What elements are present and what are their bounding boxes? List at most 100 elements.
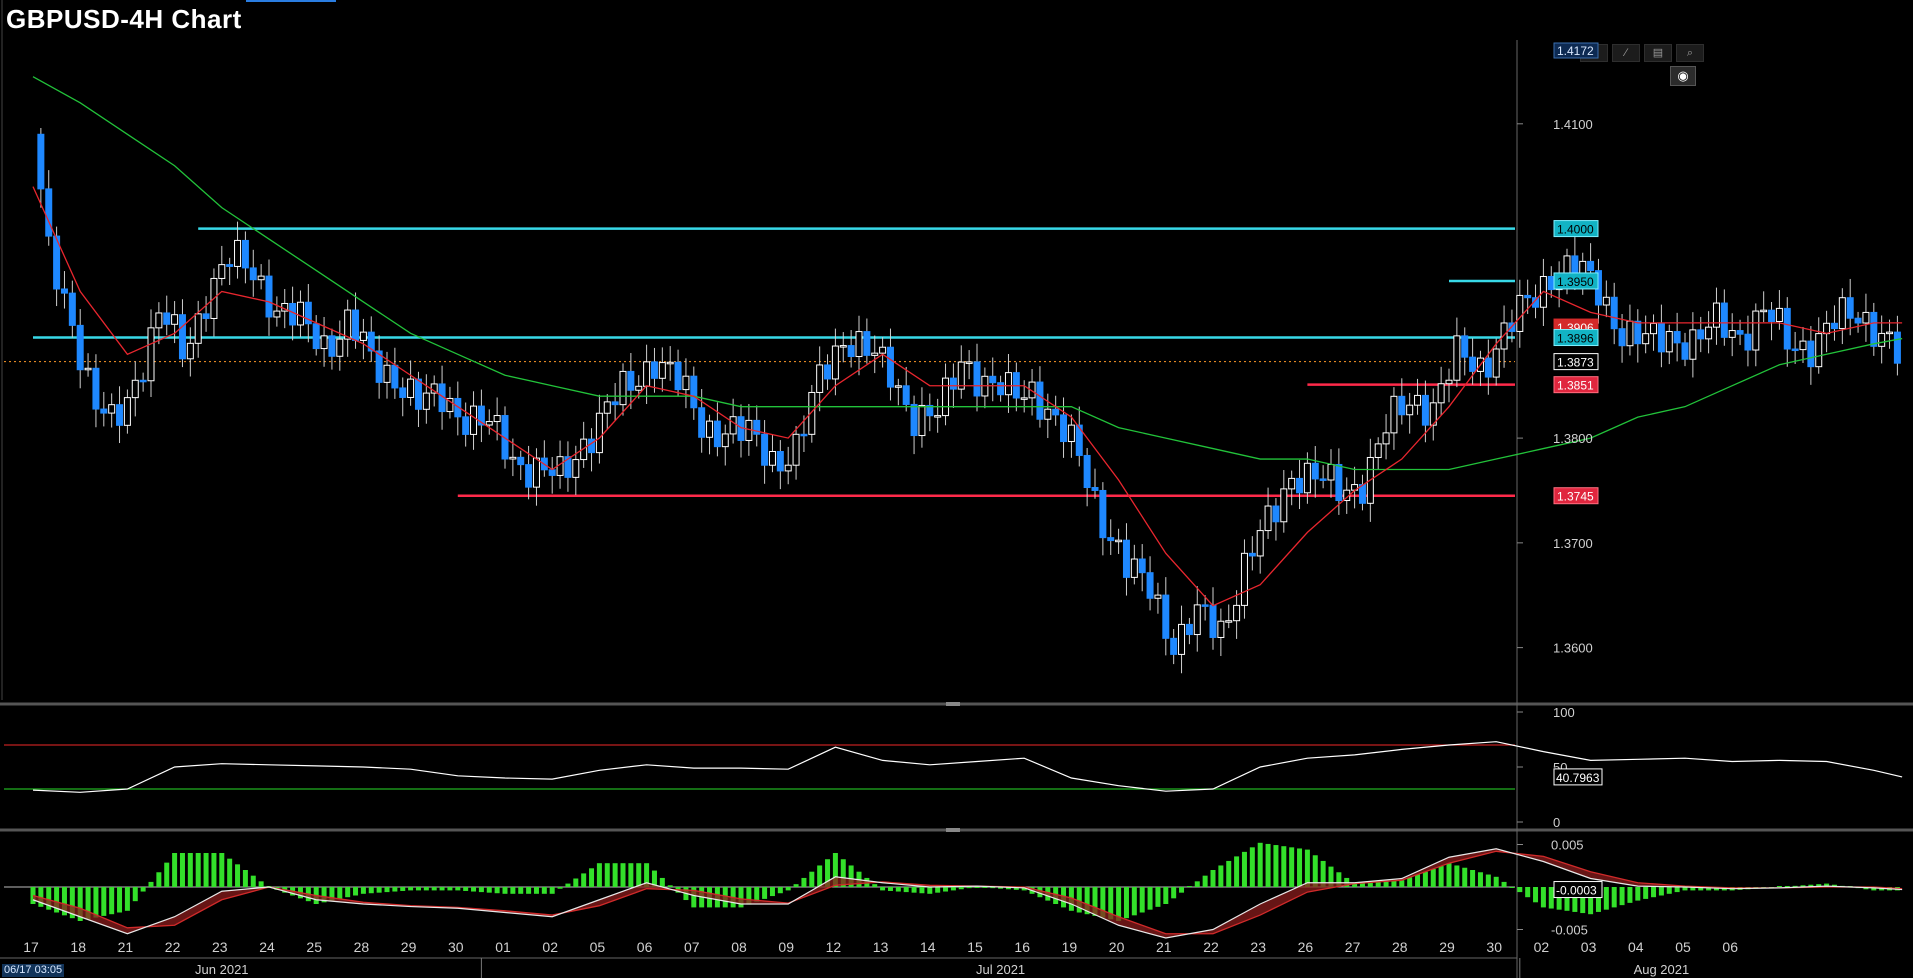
candle-bear bbox=[1547, 275, 1555, 291]
macd-hist-bar bbox=[848, 865, 854, 887]
macd-hist-bar bbox=[809, 871, 815, 887]
macd-hist-bar bbox=[628, 863, 634, 887]
date-label: 02 bbox=[1534, 939, 1550, 955]
resize-handle[interactable] bbox=[946, 828, 960, 832]
candle-bear bbox=[1469, 356, 1477, 372]
candle-bull bbox=[1327, 463, 1335, 481]
macd-hist-bar bbox=[235, 864, 241, 887]
candle-bull bbox=[344, 309, 352, 340]
macd-hist-bar bbox=[447, 887, 453, 891]
price-tag bbox=[1553, 329, 1599, 347]
candle-bear bbox=[910, 403, 918, 437]
date-label: 30 bbox=[1486, 939, 1502, 955]
candle-bull bbox=[1453, 335, 1461, 381]
candle-bull bbox=[879, 346, 887, 354]
macd-hist-bar bbox=[219, 853, 225, 887]
macd-hist-bar bbox=[817, 865, 823, 887]
settings-icon[interactable]: ◉ bbox=[1670, 66, 1696, 86]
candle-bull bbox=[957, 361, 965, 390]
candle-bear bbox=[1146, 572, 1154, 599]
macd-hist-bar bbox=[1336, 872, 1342, 887]
candle-bull bbox=[1689, 329, 1697, 360]
candle-bull bbox=[792, 433, 800, 466]
macd-hist-bar bbox=[1328, 866, 1334, 887]
table-icon[interactable]: ▤ bbox=[1644, 44, 1672, 62]
candle-bear bbox=[399, 387, 407, 398]
candle-bear bbox=[1319, 478, 1327, 481]
rsi-tick-label: 0 bbox=[1553, 815, 1560, 830]
candle-bear bbox=[241, 239, 249, 269]
candle-bear bbox=[391, 364, 399, 389]
macd-hist-bar bbox=[1407, 877, 1413, 887]
price-tag-label: 1.3873 bbox=[1557, 356, 1594, 370]
candle-bear bbox=[226, 264, 234, 267]
rsi-tick-label: 100 bbox=[1553, 705, 1575, 720]
macd-hist-bar bbox=[439, 887, 445, 891]
candle-bull bbox=[635, 385, 643, 391]
macd-hist-bar bbox=[880, 887, 886, 891]
candle-bull bbox=[532, 457, 540, 488]
date-label: 20 bbox=[1109, 939, 1125, 955]
candle-bull bbox=[1516, 294, 1524, 332]
macd-hist-bar bbox=[203, 853, 209, 887]
pencil-icon[interactable]: ∕ bbox=[1612, 44, 1640, 62]
candle-bear bbox=[367, 331, 375, 352]
time-axis: 17 18 21 22 23 24 25 28 29 30 01 02 05 06 07 08 09 12 13 14… bbox=[23, 939, 1738, 978]
candle-bear bbox=[414, 378, 422, 410]
candle-bear bbox=[163, 312, 171, 325]
date-label: 21 bbox=[1156, 939, 1172, 955]
macd-hist-bar bbox=[762, 887, 768, 899]
candle-bear bbox=[800, 433, 808, 437]
price-tick-label: 1.3700 bbox=[1553, 536, 1593, 551]
date-label: 01 bbox=[495, 939, 511, 955]
date-label: 08 bbox=[731, 939, 747, 955]
macd-hist-bar bbox=[471, 887, 477, 892]
candle-bear bbox=[926, 404, 934, 417]
candle-bear bbox=[1744, 333, 1752, 351]
price-axis: 1.4100 1.3800 1.3700 1.3600 1.4172 1.4000 1.39… bbox=[1517, 42, 1599, 656]
date-label: 05 bbox=[1675, 939, 1691, 955]
date-label: 09 bbox=[778, 939, 794, 955]
macd-hist-bar bbox=[392, 887, 398, 892]
date-label: 22 bbox=[1203, 939, 1219, 955]
candle-bear bbox=[517, 456, 525, 466]
candle-bull bbox=[1130, 558, 1138, 578]
candle-bull bbox=[1429, 402, 1437, 426]
candle-bull bbox=[1233, 604, 1241, 622]
date-label: 21 bbox=[118, 939, 134, 955]
macd-hist-bar bbox=[1470, 870, 1476, 887]
zoom-icon[interactable]: ⌕ bbox=[1676, 44, 1704, 62]
candle-bear bbox=[1185, 623, 1193, 636]
macd-hist-bar bbox=[1076, 887, 1082, 913]
macd-hist-bar bbox=[793, 884, 799, 887]
macd-hist-bar bbox=[179, 853, 185, 887]
date-label: 29 bbox=[401, 939, 417, 955]
candle-bull bbox=[619, 370, 627, 406]
candle-bear bbox=[1587, 260, 1595, 272]
candle-bear bbox=[352, 309, 360, 341]
candle-bull bbox=[1303, 462, 1311, 494]
macd-hist-bar bbox=[172, 853, 178, 887]
macd-hist-bar bbox=[1116, 887, 1122, 921]
macd-hist-bar bbox=[109, 887, 115, 915]
candle-bull bbox=[171, 314, 179, 325]
macd-hist-bar bbox=[1580, 887, 1586, 914]
macd-hist-bar bbox=[1706, 887, 1712, 891]
candle-bull bbox=[147, 327, 155, 382]
candle-bear bbox=[76, 324, 84, 371]
candle-bear bbox=[564, 456, 572, 478]
moving-averages bbox=[32, 76, 1903, 607]
macd-value-tag bbox=[1553, 881, 1603, 899]
resize-handle[interactable] bbox=[946, 702, 960, 706]
candle-bull bbox=[296, 301, 304, 326]
candle-bull bbox=[768, 450, 776, 466]
candle-bull bbox=[1752, 310, 1760, 351]
macd-hist-bar bbox=[156, 872, 162, 887]
candle-bull bbox=[1492, 348, 1500, 378]
date-label: 27 bbox=[1345, 939, 1361, 955]
candle-bull bbox=[1240, 552, 1248, 606]
candle-bear bbox=[1634, 320, 1642, 345]
macd-hist-bar bbox=[258, 881, 264, 887]
date-label: 12 bbox=[826, 939, 842, 955]
